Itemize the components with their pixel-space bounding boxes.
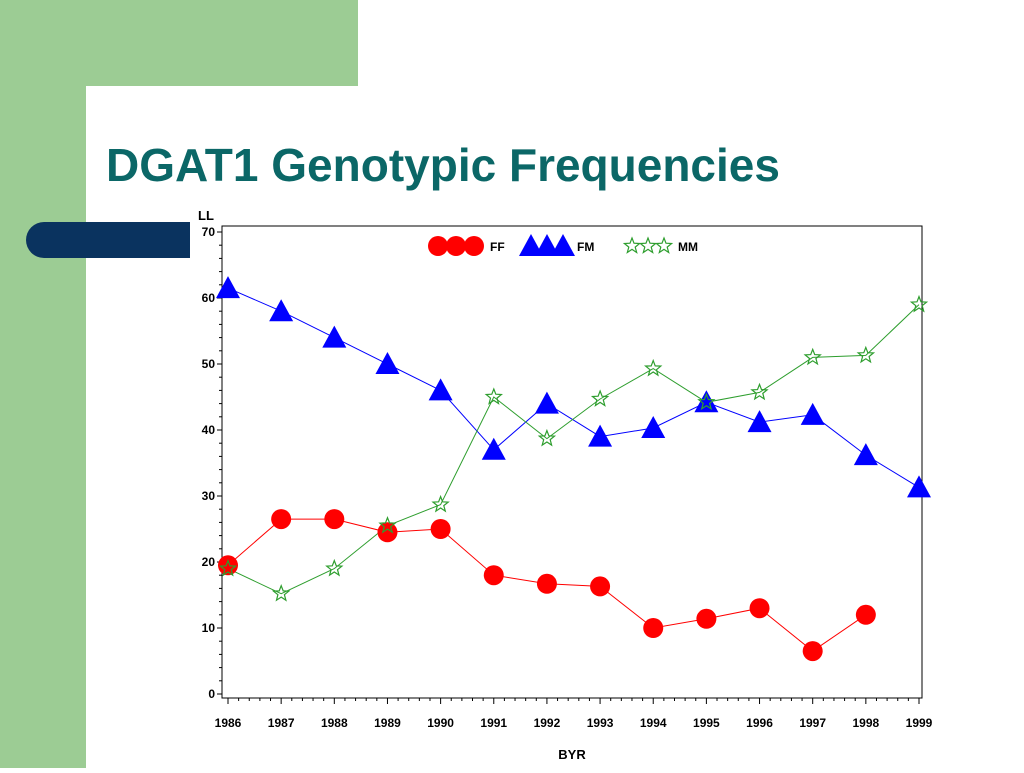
data-point-mm bbox=[909, 294, 929, 313]
x-tick-label: 1995 bbox=[693, 716, 720, 730]
y-tick-label: 30 bbox=[202, 489, 216, 503]
x-tick-label: 1991 bbox=[480, 716, 507, 730]
slide-title: DGAT1 Genotypic Frequencies bbox=[106, 139, 780, 191]
x-tick-label: 1999 bbox=[906, 716, 933, 730]
data-point-ff bbox=[377, 522, 398, 543]
data-point-mm bbox=[803, 347, 822, 366]
legend-marker-mm bbox=[622, 236, 642, 254]
y-tick-label: 50 bbox=[202, 357, 216, 371]
data-point-fm bbox=[800, 402, 825, 425]
y-tick-label: 40 bbox=[202, 423, 216, 437]
data-point-mm bbox=[590, 389, 610, 407]
data-point-mm bbox=[856, 345, 876, 364]
data-point-ff bbox=[218, 555, 238, 576]
legend: FF FM MM bbox=[428, 234, 698, 256]
x-tick-label: 1988 bbox=[321, 716, 348, 730]
x-tick-label: 1986 bbox=[215, 716, 242, 730]
legend-label-ff: FF bbox=[490, 240, 505, 254]
accent-bar bbox=[26, 222, 196, 258]
data-point-mm bbox=[378, 516, 397, 534]
series-line-mm bbox=[227, 304, 920, 595]
legend-marker-ff bbox=[428, 236, 448, 256]
x-tick-label: 1990 bbox=[427, 716, 454, 730]
data-point-ff bbox=[536, 573, 557, 594]
plot-frame bbox=[221, 225, 923, 699]
data-point-fm bbox=[481, 437, 506, 460]
data-point-fm bbox=[534, 391, 559, 414]
data-point-fm bbox=[853, 443, 878, 466]
data-point-ff bbox=[802, 641, 823, 662]
y-tick-label: 20 bbox=[202, 555, 216, 569]
legend-marker-ff bbox=[446, 236, 466, 256]
data-point-fm bbox=[269, 299, 294, 322]
legend-marker-ff bbox=[464, 236, 484, 256]
legend-marker-fm bbox=[535, 234, 559, 256]
data-point-mm bbox=[537, 428, 557, 447]
x-tick-label: 1997 bbox=[799, 716, 826, 730]
line-chart: LL BYR FF FM MM 0 10 20 30 40 50 60 70 1986 1987 198… bbox=[198, 208, 933, 762]
data-point-fm bbox=[694, 390, 719, 413]
legend-marker-mm bbox=[638, 236, 658, 254]
y-axis-label: LL bbox=[198, 208, 214, 223]
data-point-fm bbox=[428, 378, 453, 401]
x-axis-label: BYR bbox=[558, 747, 586, 762]
data-point-ff bbox=[855, 604, 876, 625]
x-tick-label: 1992 bbox=[534, 716, 561, 730]
data-point-ff bbox=[749, 598, 770, 619]
legend-marker-fm bbox=[551, 234, 575, 256]
top-green-tab bbox=[86, 0, 358, 86]
data-point-fm bbox=[641, 416, 666, 439]
data-point-fm bbox=[588, 424, 613, 447]
y-tick-label: 70 bbox=[202, 225, 216, 239]
data-point-mm bbox=[484, 387, 503, 405]
y-tick-label: 60 bbox=[202, 291, 216, 305]
legend-label-fm: FM bbox=[577, 240, 594, 254]
data-point-mm bbox=[431, 494, 450, 513]
data-point-ff bbox=[324, 509, 345, 530]
x-tick-label: 1998 bbox=[852, 716, 879, 730]
data-point-ff bbox=[483, 565, 504, 586]
data-point-ff bbox=[430, 519, 451, 539]
x-tick-label: 1987 bbox=[268, 716, 295, 730]
data-point-ff bbox=[590, 576, 611, 597]
x-tick-label: 1989 bbox=[374, 716, 401, 730]
data-point-fm bbox=[747, 410, 772, 433]
x-tick-label: 1993 bbox=[587, 716, 614, 730]
data-point-mm bbox=[697, 392, 716, 411]
data-point-ff bbox=[696, 608, 717, 629]
data-point-mm bbox=[218, 558, 238, 577]
x-tick-label: 1996 bbox=[746, 716, 773, 730]
legend-label-mm: MM bbox=[678, 240, 698, 254]
left-green-band bbox=[0, 0, 86, 768]
chart-container: LL BYR FF FM MM 0 10 20 30 40 50 60 70 1986 1987 198… bbox=[190, 198, 950, 768]
data-point-fm bbox=[907, 475, 931, 498]
data-point-mm bbox=[643, 358, 663, 377]
data-point-mm bbox=[750, 382, 769, 401]
data-point-fm bbox=[216, 276, 240, 299]
legend-marker-mm bbox=[654, 236, 674, 254]
data-point-ff bbox=[643, 618, 664, 638]
legend-marker-fm bbox=[519, 234, 543, 256]
y-tick-label: 10 bbox=[202, 621, 216, 635]
data-point-mm bbox=[271, 584, 291, 602]
data-point-mm bbox=[325, 558, 344, 577]
y-tick-label: 0 bbox=[208, 687, 215, 701]
data-point-fm bbox=[375, 352, 400, 374]
data-point-fm bbox=[322, 325, 347, 348]
data-point-ff bbox=[271, 509, 292, 530]
x-tick-label: 1994 bbox=[640, 716, 667, 730]
